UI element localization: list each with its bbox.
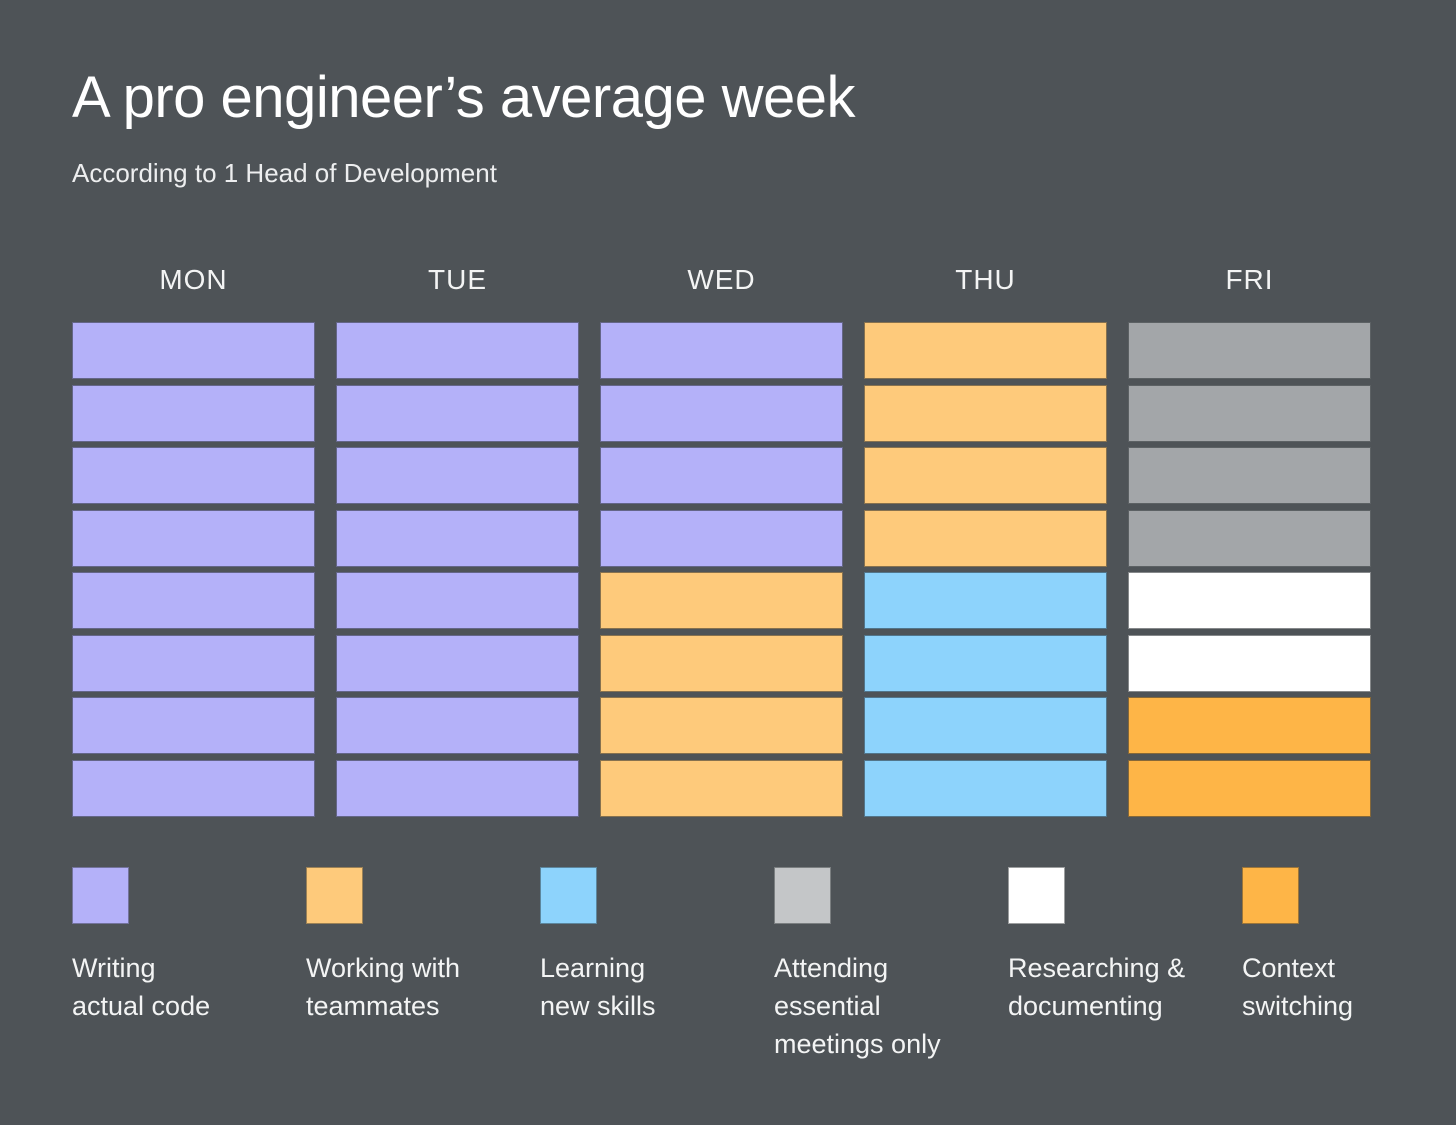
legend-swatch-context <box>1242 867 1299 924</box>
schedule-cell <box>600 697 843 754</box>
schedule-cell <box>1128 384 1371 442</box>
schedule-cell <box>336 759 579 817</box>
day-header-wed: WED <box>687 264 756 295</box>
legend-item-context: Context switching <box>1242 867 1456 1063</box>
legend-swatch-meetings <box>774 867 831 924</box>
schedule-cell <box>864 384 1107 442</box>
legend-label-context: Context switching <box>1242 953 1354 1021</box>
chart-subtitle: According to 1 Head of Development <box>72 158 497 188</box>
legend-label-research: Researching & documenting <box>1008 953 1186 1021</box>
schedule-cell <box>600 447 843 504</box>
legend-label-meetings: Attending essential meetings only <box>774 953 941 1059</box>
schedule-cell <box>600 322 843 379</box>
schedule-cell <box>1128 322 1371 379</box>
schedule-cell <box>600 634 843 692</box>
day-header-fri: FRI <box>1225 264 1274 295</box>
legend-item-code: Writing actual code <box>72 867 306 1063</box>
schedule-cell <box>864 634 1107 692</box>
legend-item-teammates: Working with teammates <box>306 867 540 1063</box>
day-column-fri: FRI <box>1128 264 1371 822</box>
legend-item-learning: Learning new skills <box>540 867 774 1063</box>
legend-swatch-research <box>1008 867 1065 924</box>
schedule-cell <box>72 634 315 692</box>
schedule-cell <box>600 572 843 629</box>
schedule-cell <box>1128 759 1371 817</box>
day-header-tue: TUE <box>428 264 487 295</box>
legend-item-research: Researching & documenting <box>1008 867 1242 1063</box>
chart-title: A pro engineer’s average week <box>72 65 856 130</box>
schedule-cell <box>1128 697 1371 754</box>
week-grid: MON TUE WED THU FRI <box>72 264 1371 822</box>
schedule-cell <box>600 509 843 567</box>
schedule-cell <box>336 384 579 442</box>
schedule-cell <box>336 447 579 504</box>
schedule-cell <box>72 509 315 567</box>
schedule-cell <box>72 447 315 504</box>
day-column-mon: MON <box>72 264 315 822</box>
schedule-cell <box>336 322 579 379</box>
day-column-wed: WED <box>600 264 843 822</box>
day-header-thu: THU <box>955 264 1016 295</box>
schedule-cell <box>864 447 1107 504</box>
schedule-cell <box>1128 572 1371 629</box>
schedule-cell <box>864 322 1107 379</box>
schedule-cell <box>1128 509 1371 567</box>
schedule-cell <box>336 697 579 754</box>
legend-label-code: Writing actual code <box>72 953 211 1021</box>
schedule-cell <box>336 509 579 567</box>
schedule-cell <box>336 572 579 629</box>
legend: Writing actual code Working with teammate… <box>72 867 1456 1063</box>
legend-swatch-code <box>72 867 129 924</box>
legend-swatch-teammates <box>306 867 363 924</box>
legend-item-meetings: Attending essential meetings only <box>774 867 1008 1063</box>
schedule-cell <box>864 759 1107 817</box>
legend-swatch-learning <box>540 867 597 924</box>
schedule-cell <box>1128 447 1371 504</box>
legend-label-teammates: Working with teammates <box>306 953 461 1021</box>
schedule-cell <box>72 384 315 442</box>
schedule-cell <box>600 759 843 817</box>
schedule-cell <box>1128 634 1371 692</box>
schedule-cell <box>600 384 843 442</box>
day-column-thu: THU <box>864 264 1107 822</box>
schedule-cell <box>72 759 315 817</box>
schedule-cell <box>72 697 315 754</box>
day-header-mon: MON <box>159 264 228 295</box>
schedule-cell <box>336 634 579 692</box>
schedule-cell <box>864 697 1107 754</box>
schedule-cell <box>72 322 315 379</box>
schedule-cell <box>72 572 315 629</box>
day-column-tue: TUE <box>336 264 579 822</box>
schedule-cell <box>864 572 1107 629</box>
schedule-cell <box>864 509 1107 567</box>
legend-label-learning: Learning new skills <box>540 953 656 1021</box>
